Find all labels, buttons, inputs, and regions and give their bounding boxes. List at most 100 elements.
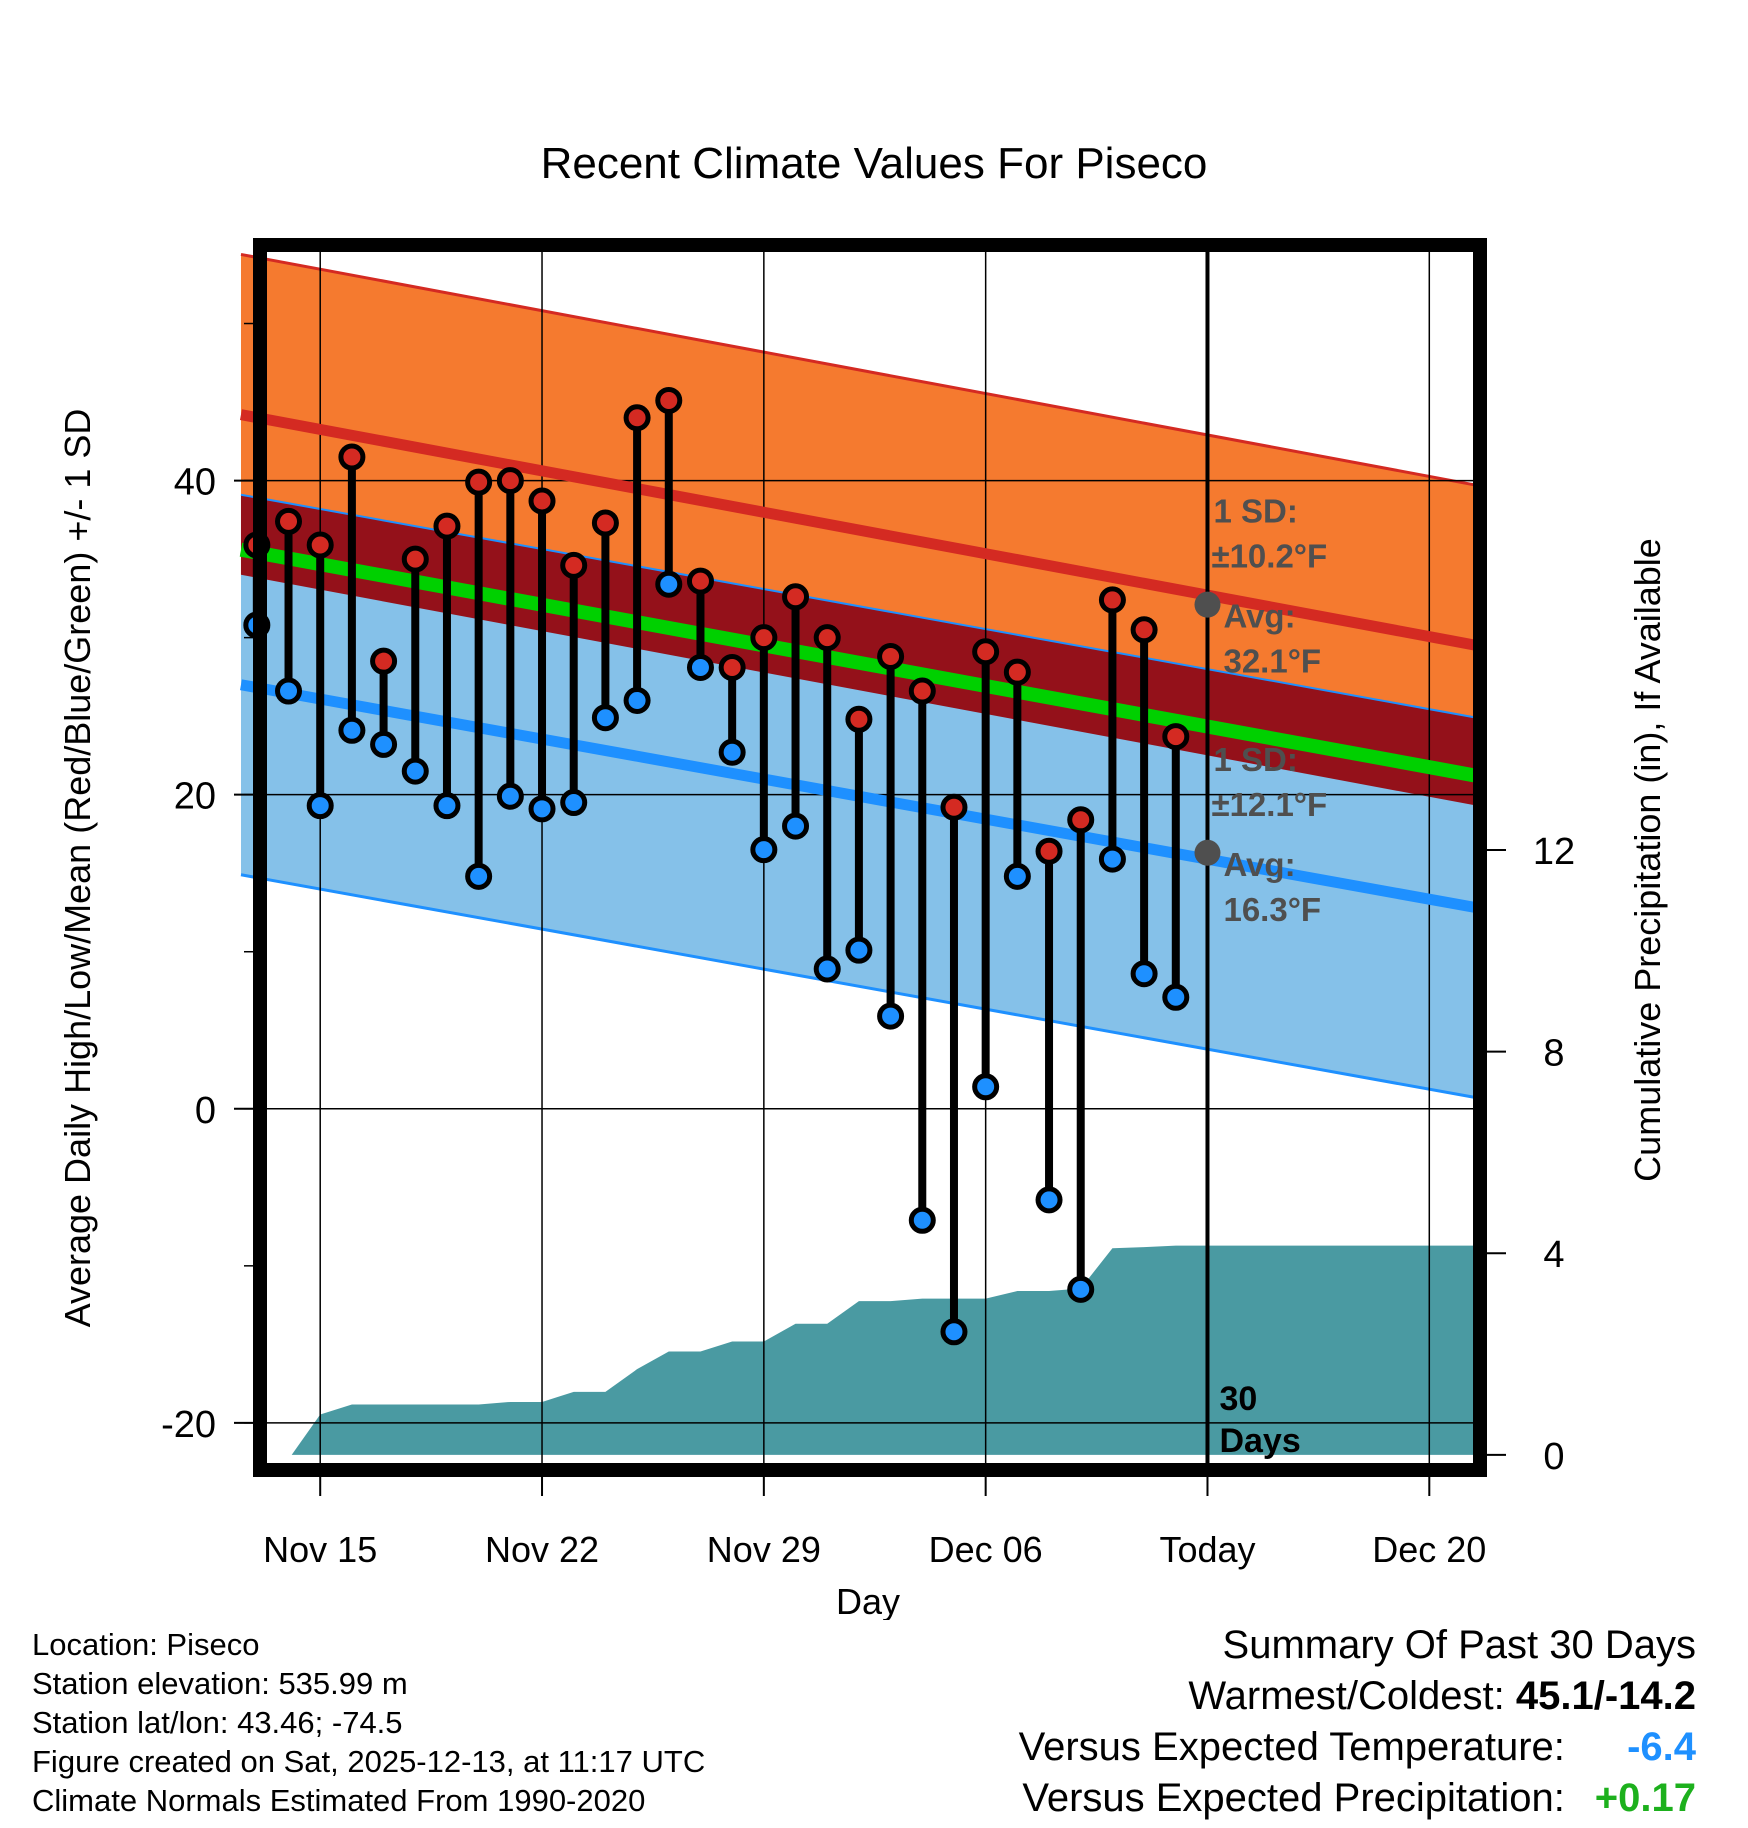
low-point	[465, 862, 493, 890]
high-point	[718, 653, 746, 681]
high-point	[496, 467, 524, 495]
low-avg-label: Avg:	[1223, 846, 1295, 883]
tick-labels: -20 0 20 40 0 4 8 12 Nov 15 Nov 22 Nov 29 Dec 06 Tod…	[161, 462, 1575, 1570]
low-avg-today-marker	[1194, 839, 1221, 866]
x-axis-label: Day	[836, 1581, 900, 1620]
created-text: Figure created on Sat, 2025-12-13, at 11…	[32, 1744, 706, 1779]
high-point	[465, 468, 493, 496]
summary-warm-cold: Warmest/Coldest: 45.1/-14.2	[1019, 1671, 1696, 1722]
low-point	[560, 789, 588, 817]
high-point	[401, 545, 429, 573]
warm-cold-value: 45.1/-14.2	[1515, 1674, 1696, 1718]
plot-frame	[253, 238, 1487, 1477]
y2-axis-label: Cumulative Precipitation (in), If Availa…	[1627, 538, 1668, 1182]
high-avg-label: Avg:	[1223, 598, 1295, 635]
high-point	[591, 509, 619, 537]
precipitation-fill	[291, 1245, 1480, 1455]
low-point	[908, 1206, 936, 1234]
low-point	[401, 757, 429, 785]
y-tick-label: -20	[161, 1404, 216, 1446]
y2-tick-label: 4	[1543, 1234, 1564, 1276]
warm-cold-label: Warmest/Coldest:	[1188, 1674, 1505, 1718]
summary-precip: Versus Expected Precipitation: +0.17	[1019, 1773, 1696, 1824]
high-point	[370, 647, 398, 675]
high-point	[338, 443, 366, 471]
precip-value: +0.17	[1594, 1776, 1696, 1820]
high-point	[686, 567, 714, 595]
station-info: Location: Piseco Station elevation: 535.…	[32, 1625, 705, 1820]
low-point	[750, 836, 778, 864]
location-text: Location: Piseco	[32, 1627, 260, 1662]
low-point	[591, 704, 619, 732]
y-tick-label: 20	[174, 776, 216, 818]
x-tick-label: Nov 29	[707, 1529, 821, 1570]
high-point	[655, 386, 683, 414]
low-avg-value: 16.3°F	[1223, 891, 1321, 928]
y2-tick-label: 12	[1533, 831, 1575, 873]
low-point	[782, 812, 810, 840]
low-point	[496, 782, 524, 810]
high-point	[433, 512, 461, 540]
low-point	[813, 955, 841, 983]
low-point	[1035, 1186, 1063, 1214]
high-point	[972, 638, 1000, 666]
axes	[234, 238, 1506, 1496]
low-point	[1003, 862, 1031, 890]
high-normal-line	[239, 409, 1478, 651]
low-point	[433, 792, 461, 820]
high-point	[750, 624, 778, 652]
low-point	[1098, 845, 1126, 873]
high-point	[782, 583, 810, 611]
low-point	[623, 686, 651, 714]
climate-chart: 30 Days 1 SD: ±10.2°F Avg: 32.1°F 1 SD: ±12.1°…	[57, 139, 1668, 1620]
high-point	[275, 507, 303, 535]
high-point	[306, 531, 334, 559]
precip-label: Versus Expected Precipitation:	[1022, 1776, 1565, 1820]
high-point	[1003, 658, 1031, 686]
high-point	[813, 624, 841, 652]
today-label-number: 30	[1219, 1380, 1257, 1418]
low-sd-value: ±12.1°F	[1211, 786, 1327, 823]
high-point	[560, 551, 588, 579]
y-tick-label: 40	[174, 462, 216, 504]
high-sd-label: 1 SD:	[1213, 493, 1297, 530]
low-point	[877, 1002, 905, 1030]
high-point	[1162, 723, 1190, 751]
normals-text: Climate Normals Estimated From 1990-2020	[32, 1783, 646, 1818]
daily-stems	[252, 400, 1180, 1332]
low-point	[972, 1073, 1000, 1101]
elevation-text: Station elevation: 535.99 m	[32, 1666, 408, 1701]
high-point	[1035, 837, 1063, 865]
low-point	[686, 653, 714, 681]
low-sd-label: 1 SD:	[1213, 741, 1297, 778]
low-point	[275, 677, 303, 705]
high-point	[528, 487, 556, 515]
low-point	[1162, 983, 1190, 1011]
summary-temp: Versus Expected Temperature: -6.4	[1019, 1722, 1696, 1773]
latlon-text: Station lat/lon: 43.46; -74.5	[32, 1705, 403, 1740]
x-tick-label: Dec 20	[1372, 1529, 1486, 1570]
summary-title: Summary Of Past 30 Days	[1222, 1623, 1696, 1667]
low-point	[1130, 960, 1158, 988]
y-tick-label: 0	[195, 1090, 216, 1132]
high-point	[940, 793, 968, 821]
high-sd-upper-line	[240, 252, 1478, 487]
daily-dots	[243, 386, 1190, 1346]
high-point	[1067, 806, 1095, 834]
high-point	[877, 642, 905, 670]
chart-title: Recent Climate Values For Piseco	[541, 139, 1208, 188]
high-sd-value: ±10.2°F	[1211, 538, 1327, 575]
low-sd-lower-line	[240, 873, 1478, 1100]
y-axis-label: Average Daily High/Low/Mean (Red/Blue/Gr…	[57, 409, 98, 1328]
summary-panel: Summary Of Past 30 Days Warmest/Coldest:…	[1019, 1620, 1696, 1824]
low-point	[718, 738, 746, 766]
y2-tick-label: 0	[1543, 1436, 1564, 1478]
high-point	[908, 677, 936, 705]
high-avg-value: 32.1°F	[1223, 643, 1321, 680]
low-point	[1067, 1275, 1095, 1303]
low-point	[528, 795, 556, 823]
low-point	[845, 936, 873, 964]
low-point	[306, 792, 334, 820]
precipitation-area	[291, 1245, 1480, 1455]
temp-label: Versus Expected Temperature:	[1018, 1725, 1565, 1769]
